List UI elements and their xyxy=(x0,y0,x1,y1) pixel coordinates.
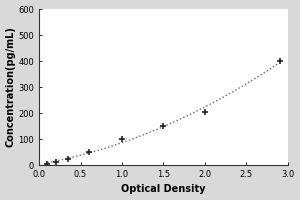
X-axis label: Optical Density: Optical Density xyxy=(121,184,206,194)
Y-axis label: Concentration(pg/mL): Concentration(pg/mL) xyxy=(6,27,16,147)
